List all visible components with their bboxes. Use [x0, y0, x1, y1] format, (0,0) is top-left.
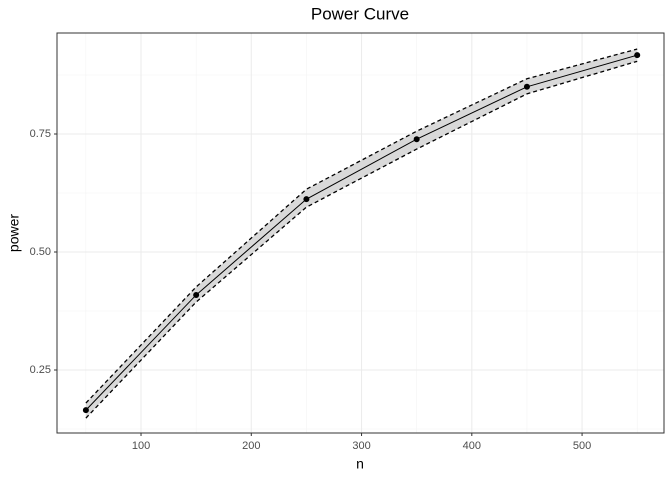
x-tick-label: 400 [463, 440, 481, 452]
point [634, 52, 641, 59]
point [82, 407, 89, 414]
point [523, 83, 530, 90]
power-line [85, 54, 638, 411]
point [193, 291, 200, 298]
upper-bound [85, 48, 638, 404]
panel-border [56, 32, 665, 434]
y-tick-label: 0.25 [30, 364, 51, 376]
chart-title: Power Curve [311, 4, 409, 23]
x-tick-label: 300 [352, 440, 370, 452]
point [413, 136, 420, 143]
y-axis-title: power [6, 214, 22, 252]
point [303, 196, 310, 203]
x-tick-label: 500 [573, 440, 591, 452]
y-tick-label: 0.75 [30, 128, 51, 140]
y-tick-label: 0.50 [30, 246, 51, 258]
x-tick-label: 200 [242, 440, 260, 452]
x-tick-label: 100 [132, 440, 150, 452]
lower-bound [85, 60, 638, 419]
x-axis-title: n [356, 456, 364, 472]
